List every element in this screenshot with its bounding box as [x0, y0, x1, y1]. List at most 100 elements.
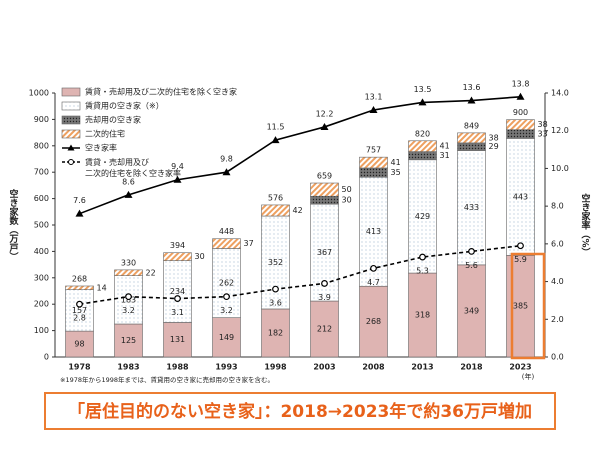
line-label: 5.9 — [514, 255, 527, 264]
line-label: 5.6 — [465, 261, 478, 270]
y2-tick-label: 14.0 — [551, 89, 569, 98]
total-label: 659 — [317, 172, 332, 181]
y2-tick-label: 2.0 — [551, 315, 564, 324]
value-label: 42 — [293, 206, 303, 215]
line-marker — [124, 190, 133, 198]
value-label: 268 — [366, 317, 381, 326]
line-marker — [468, 247, 475, 255]
line-marker — [320, 122, 329, 130]
y-tick-label: 700 — [34, 168, 49, 177]
legend-label: 賃貸用の空き家（※） — [85, 101, 164, 111]
x-unit: (年) — [522, 372, 535, 381]
value-label: 413 — [366, 227, 381, 236]
line — [79, 244, 521, 305]
line-label: 2.8 — [73, 314, 86, 323]
line-marker — [467, 96, 476, 104]
y-tick-label: 300 — [34, 273, 49, 282]
bar-segment — [408, 140, 437, 152]
line-label: 5.3 — [416, 267, 429, 276]
total-label: 820 — [415, 129, 430, 138]
y2-tick-label: 8.0 — [551, 202, 564, 211]
total-label: 849 — [464, 121, 479, 130]
value-label: 31 — [440, 151, 450, 160]
y2-tick-label: 0.0 — [551, 353, 564, 362]
line-label: 3.1 — [171, 308, 184, 317]
line-label: 13.1 — [365, 92, 383, 101]
x-tick-label: 2008 — [362, 363, 385, 372]
x-tick-label: 1998 — [264, 363, 287, 372]
y-tick-label: 500 — [34, 221, 49, 230]
legend-swatch — [61, 115, 81, 125]
line-label: 11.5 — [267, 123, 285, 132]
value-label: 35 — [391, 168, 401, 177]
line-label: 3.2 — [122, 306, 135, 315]
legend-swatch — [61, 87, 81, 97]
highlight-box — [510, 252, 546, 360]
line — [79, 95, 521, 215]
value-label: 22 — [146, 268, 156, 277]
bar-segment — [359, 167, 388, 178]
bar-segment — [506, 138, 535, 256]
y-tick-label: 800 — [34, 141, 49, 150]
line-marker — [516, 92, 525, 100]
bar-segment — [359, 156, 388, 169]
value-label: 349 — [464, 306, 479, 315]
line-label: 8.6 — [122, 177, 135, 186]
line-label: 3.6 — [269, 299, 282, 308]
legend-swatch — [61, 129, 81, 139]
value-label: 149 — [219, 333, 234, 342]
value-label: 14 — [97, 283, 107, 292]
line-marker — [369, 105, 378, 113]
x-tick-label: 2023 — [509, 363, 531, 372]
line-marker — [418, 98, 427, 106]
bar-segment — [261, 204, 290, 217]
line-marker — [75, 209, 84, 217]
legend-label: 二次的住宅 — [85, 129, 125, 139]
y-tick-label: 0 — [44, 353, 49, 362]
legend-label: 売却用の空き家 — [85, 115, 141, 125]
y-tick-label: 100 — [34, 326, 49, 335]
y-tick-label: 200 — [34, 300, 49, 309]
line-label: 3.2 — [220, 306, 233, 315]
y2-tick-label: 4.0 — [551, 277, 564, 286]
bar-segment — [408, 272, 437, 358]
value-label: 98 — [74, 340, 84, 349]
x-tick-label: 2013 — [411, 363, 433, 372]
banner-box — [44, 392, 556, 430]
y2-tick-label: 6.0 — [551, 239, 564, 248]
bar-segment — [212, 238, 241, 249]
line-label: 13.5 — [414, 85, 432, 94]
value-label: 38 — [538, 120, 548, 129]
value-label: 182 — [268, 328, 283, 337]
line-label: 13.6 — [463, 83, 481, 92]
bar-segment — [359, 285, 388, 358]
value-label: 33 — [538, 130, 548, 139]
line-marker — [223, 293, 230, 301]
total-label: 900 — [513, 108, 528, 117]
legend-marker — [68, 159, 74, 165]
value-label: 318 — [415, 311, 430, 320]
y2-axis-label: 空き家率（%） — [580, 192, 592, 256]
y2-tick-label: 10.0 — [551, 164, 569, 173]
value-label: 157 — [72, 306, 87, 315]
line-marker — [272, 285, 279, 293]
bar-segment — [310, 195, 339, 205]
line-marker — [271, 136, 280, 144]
bar-segment — [65, 285, 94, 290]
line-label: 3.9 — [318, 293, 331, 302]
value-label: 429 — [415, 212, 430, 221]
banner-text: 「居住目的のない空き家」：2018→2023年で約36万戸増加 — [68, 401, 532, 422]
value-label: 41 — [391, 158, 401, 167]
total-label: 576 — [268, 193, 283, 202]
bar-segment — [457, 132, 486, 144]
line-marker — [370, 264, 377, 272]
value-label: 125 — [121, 336, 136, 345]
legend-swatch — [61, 101, 81, 111]
bar-segment — [310, 182, 339, 197]
line-marker — [125, 293, 132, 301]
bar-segment — [506, 129, 535, 139]
bar-segment — [261, 308, 290, 358]
x-tick-label: 1983 — [117, 363, 139, 372]
x-tick-label: 1993 — [215, 363, 237, 372]
line-label: 12.2 — [316, 109, 334, 118]
